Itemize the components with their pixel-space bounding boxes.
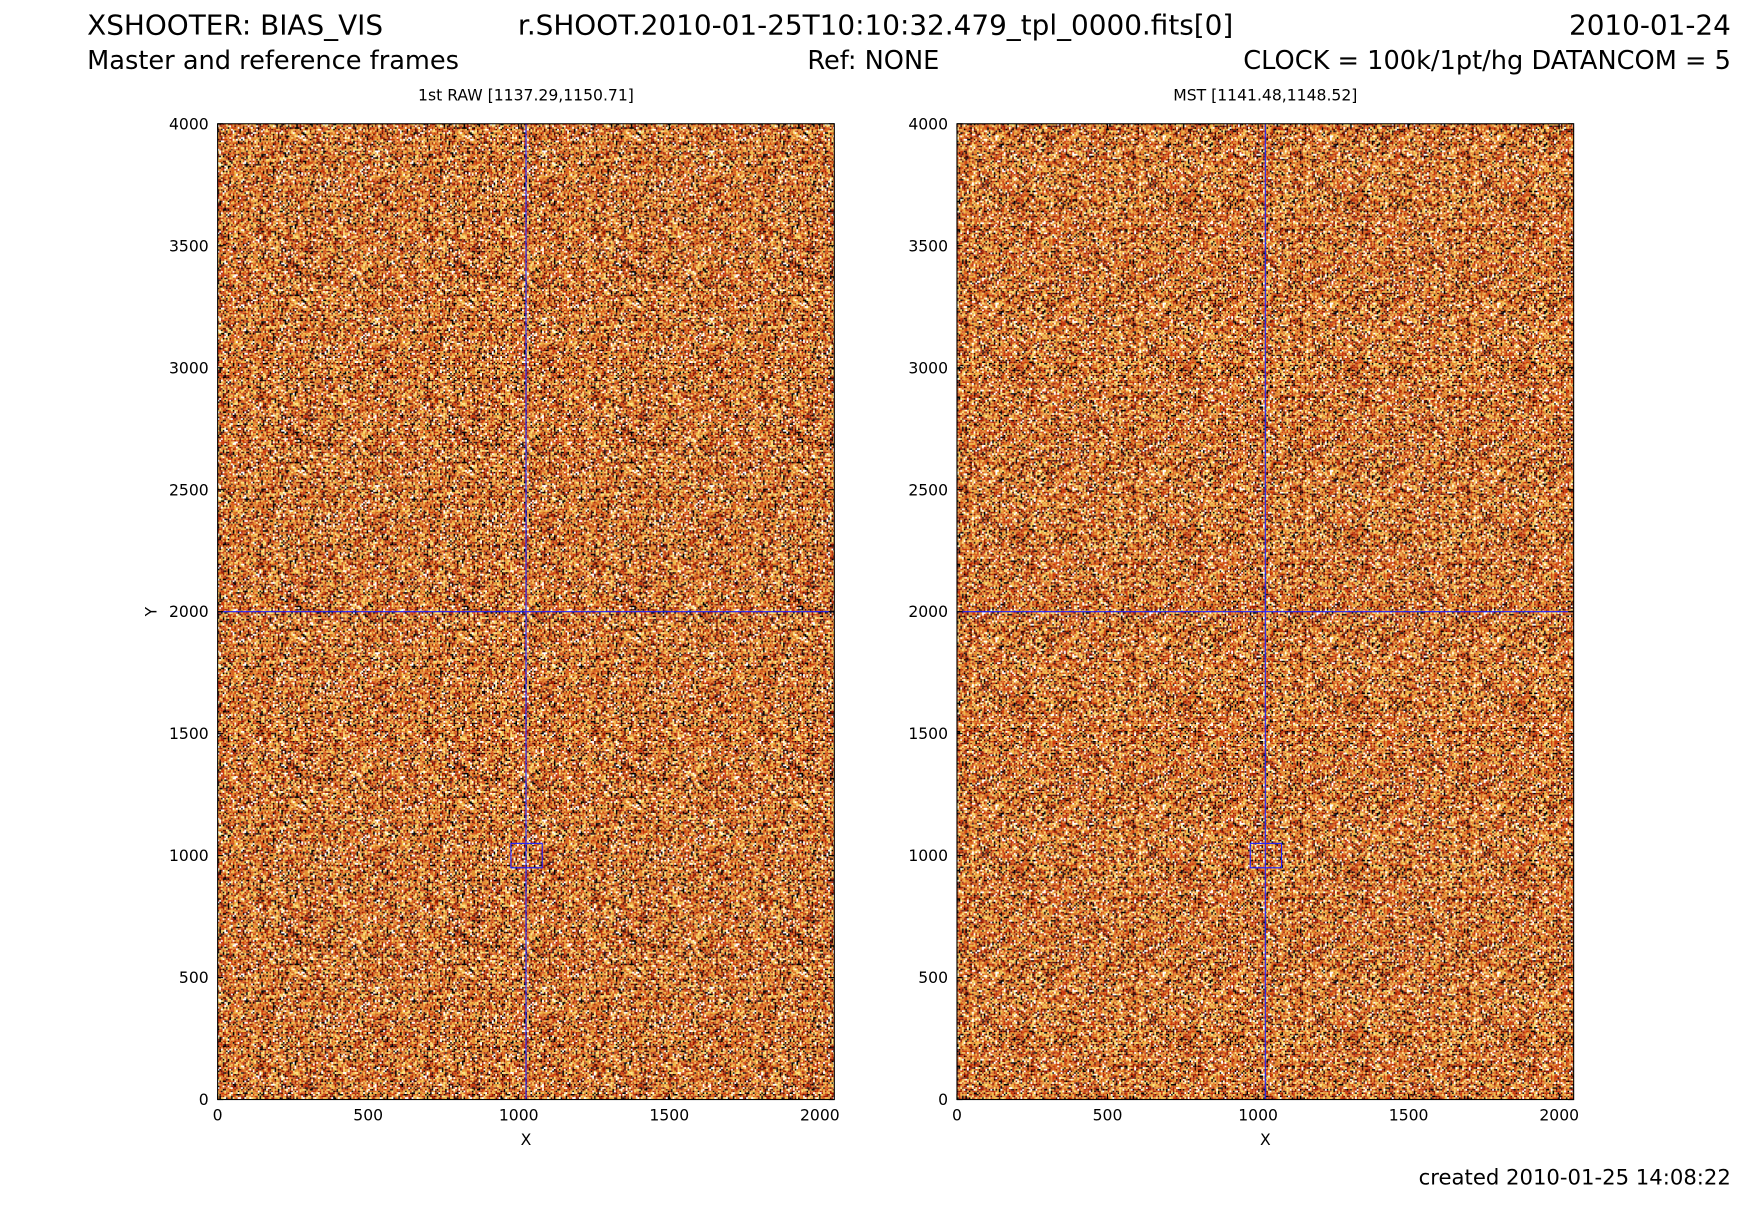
y-tick-label: 1000: [908, 847, 948, 865]
ref: Ref: NONE: [807, 46, 939, 76]
panel-title: MST [1141.48,1148.52]: [1173, 86, 1357, 104]
x-tick-label: 0: [213, 1107, 223, 1125]
y-tick-label: 0: [938, 1091, 948, 1109]
y-tick-label: 4000: [169, 115, 209, 133]
y-tick-label: 500: [179, 969, 209, 987]
x-tick-label: 500: [353, 1107, 383, 1125]
x-label: X: [1260, 1131, 1271, 1149]
date: 2010-01-24: [1569, 9, 1731, 42]
y-tick-label: 0: [199, 1091, 209, 1109]
y-tick-label: 1500: [908, 725, 948, 743]
x-tick-label: 1000: [1238, 1107, 1278, 1125]
x-tick-label: 2000: [800, 1107, 840, 1125]
y-tick-label: 3000: [169, 359, 209, 377]
x-tick-label: 0: [952, 1107, 962, 1125]
title: XSHOOTER: BIAS_VIS: [87, 9, 383, 42]
x-tick-label: 1000: [499, 1107, 539, 1125]
y-tick-label: 2500: [908, 481, 948, 499]
x-tick-label: 1500: [649, 1107, 689, 1125]
y-label: Y: [142, 606, 160, 617]
footer: created 2010-01-25 14:08:22: [1419, 1164, 1731, 1189]
y-tick-label: 2500: [169, 481, 209, 499]
zoom-box: [1249, 842, 1283, 869]
y-tick-label: 4000: [908, 115, 948, 133]
x-tick-label: 2000: [1539, 1107, 1579, 1125]
y-tick-label: 3000: [908, 359, 948, 377]
file-name: r.SHOOT.2010-01-25T10:10:32.479_tpl_0000…: [518, 9, 1233, 42]
x-label: X: [521, 1131, 532, 1149]
y-tick-label: 1500: [169, 725, 209, 743]
y-tick-label: 2000: [169, 603, 209, 621]
subtitle: Master and reference frames: [87, 46, 459, 76]
panel-title: 1st RAW [1137.29,1150.71]: [418, 86, 634, 104]
x-tick-label: 500: [1093, 1107, 1123, 1125]
x-tick-label: 1500: [1389, 1107, 1429, 1125]
y-tick-label: 1000: [169, 847, 209, 865]
y-tick-label: 3500: [908, 237, 948, 255]
zoom-box: [510, 842, 543, 869]
y-tick-label: 3500: [169, 237, 209, 255]
y-tick-label: 500: [918, 969, 948, 987]
clock: CLOCK = 100k/1pt/hg DATANCOM = 5: [1243, 46, 1731, 76]
y-tick-label: 2000: [908, 603, 948, 621]
